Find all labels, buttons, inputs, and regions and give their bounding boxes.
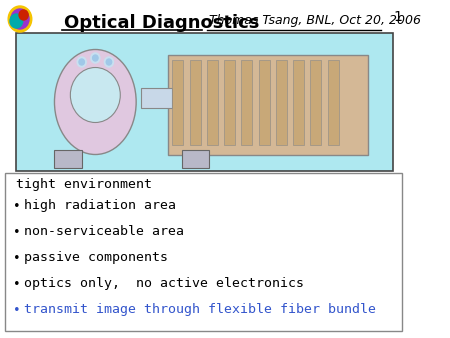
Circle shape (79, 59, 85, 65)
FancyBboxPatch shape (310, 60, 321, 145)
Text: •: • (13, 252, 20, 265)
Circle shape (106, 59, 112, 65)
Circle shape (10, 14, 22, 28)
Circle shape (8, 6, 32, 32)
FancyBboxPatch shape (54, 150, 82, 168)
FancyBboxPatch shape (242, 60, 252, 145)
Text: transmit image through flexible fiber bundle: transmit image through flexible fiber bu… (23, 303, 376, 316)
FancyBboxPatch shape (293, 60, 304, 145)
Text: tight environment: tight environment (16, 178, 153, 191)
Text: •: • (13, 278, 20, 291)
Ellipse shape (54, 49, 136, 154)
Text: •: • (13, 226, 20, 239)
FancyBboxPatch shape (16, 33, 393, 171)
Text: •: • (13, 304, 20, 317)
FancyBboxPatch shape (168, 55, 368, 155)
Circle shape (104, 57, 113, 67)
Text: high radiation area: high radiation area (23, 199, 176, 212)
Text: •: • (13, 200, 20, 213)
Ellipse shape (70, 68, 120, 122)
FancyBboxPatch shape (224, 60, 235, 145)
Text: 1: 1 (393, 10, 402, 24)
FancyBboxPatch shape (328, 60, 338, 145)
Text: optics only,  no active electronics: optics only, no active electronics (23, 277, 304, 290)
Text: non-serviceable area: non-serviceable area (23, 225, 184, 238)
Circle shape (11, 9, 29, 29)
Text: passive components: passive components (23, 251, 167, 264)
FancyBboxPatch shape (259, 60, 270, 145)
FancyBboxPatch shape (190, 60, 201, 145)
Circle shape (91, 53, 100, 63)
FancyBboxPatch shape (141, 88, 172, 108)
Circle shape (93, 55, 98, 61)
Text: Optical Diagnostics: Optical Diagnostics (63, 14, 259, 32)
FancyBboxPatch shape (172, 60, 183, 145)
Text: Thomas Tsang, BNL, Oct 20, 2006: Thomas Tsang, BNL, Oct 20, 2006 (209, 14, 421, 27)
Circle shape (19, 10, 28, 20)
FancyBboxPatch shape (276, 60, 287, 145)
FancyBboxPatch shape (207, 60, 218, 145)
FancyBboxPatch shape (4, 173, 402, 331)
Circle shape (77, 57, 86, 67)
FancyBboxPatch shape (181, 150, 209, 168)
